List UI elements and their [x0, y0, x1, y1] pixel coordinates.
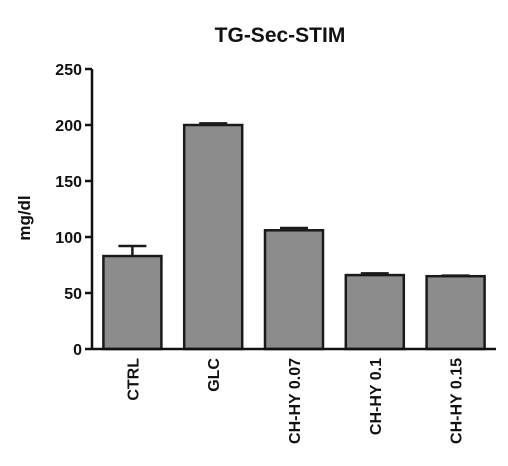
x-tick-label: CH-HY 0.15 [449, 358, 466, 444]
bars [102, 122, 486, 351]
y-tick-label: 200 [55, 118, 82, 135]
y-tick-label: 150 [55, 174, 82, 191]
y-tick-label: 50 [64, 286, 82, 303]
bar-ch-hy-0-07 [263, 229, 325, 351]
chart-title: TG-Sec-STIM [215, 24, 346, 47]
x-tick-label: GLC [206, 358, 223, 392]
bar-ch-hy-0-15 [425, 274, 486, 351]
x-axis-ticks: CTRL GLC CH-HY 0.07 CH-HY 0.1 CH-HY 0.15 [125, 358, 465, 444]
y-axis-ticks: 0 50 100 150 200 250 [55, 62, 92, 359]
y-tick-label: 0 [73, 342, 82, 359]
x-tick-label: CTRL [125, 358, 142, 401]
y-tick-label: 100 [55, 230, 82, 247]
bar-ctrl [102, 254, 163, 351]
x-tick-label: CH-HY 0.1 [368, 358, 385, 435]
bar-ch-hy-0-1 [344, 273, 406, 351]
bar-glc [182, 123, 244, 351]
x-tick-label: CH-HY 0.07 [287, 358, 304, 444]
axes [90, 69, 496, 351]
y-tick-label: 250 [55, 62, 82, 79]
y-axis-label: mg/dl [15, 195, 34, 240]
